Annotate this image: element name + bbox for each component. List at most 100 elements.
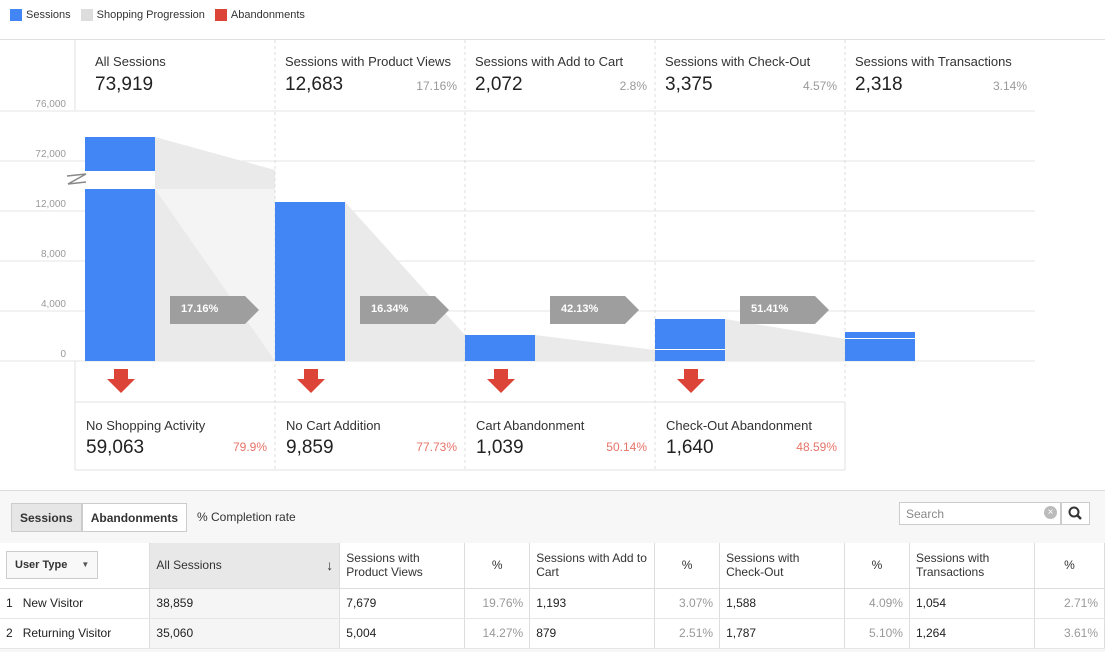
table-cell: 35,060 [149,618,341,649]
abandon-checkout[interactable]: Check-Out Abandonment 1,640 48.59% [656,402,845,471]
stage-value: 2,072 [475,74,523,95]
table-section: Sessions Abandonments % Completion rate … [0,490,1105,652]
column-borders [74,40,846,471]
col-pct[interactable]: % [844,543,910,589]
legend-label: Sessions [26,9,71,21]
table-cell: 3.61% [1034,618,1105,649]
stage-pct: 17.16% [416,79,457,93]
table-cell: 1,193 [529,588,656,619]
table-cell: 1,588 [719,588,845,619]
stage-all-sessions[interactable]: All Sessions 73,919 [75,40,275,111]
user-type-value: Returning Visitor [22,626,112,640]
col-add-to-cart[interactable]: Sessions with Add to Cart [529,543,656,589]
progress-arrow [170,296,259,324]
abandon-pct: 79.9% [232,440,267,454]
abandon-no-cart[interactable]: No Cart Addition 9,859 77.73% [276,402,465,471]
abandon-label: Check-Out Abandonment [666,418,812,433]
col-pct[interactable]: % [464,543,531,589]
abandon-label: No Cart Addition [286,418,381,433]
stage-transactions[interactable]: Sessions with Transactions 2,318 3.14% [835,40,1035,111]
table-cell: 14.27% [464,618,531,649]
table-cell: 19.76% [464,588,531,619]
divider [0,39,1105,40]
table-cell: 7,679 [339,588,466,619]
legend-item-shopping-progression[interactable]: Shopping Progression [80,9,205,21]
col-pct[interactable]: % [654,543,721,589]
table-cell: 2.51% [654,618,721,649]
data-table: User Type ▼ All Sessions ↓ Sessions with… [0,543,1105,649]
completion-rate-link[interactable]: % Completion rate [197,510,296,524]
y-tick-label: 72,000 [35,149,66,160]
progress-arrow [740,296,829,324]
abandon-pct: 50.14% [606,440,647,454]
user-type-dropdown[interactable]: User Type ▼ [6,551,99,580]
abandon-value: 9,859 [286,437,334,458]
abandon-arrows [107,369,705,393]
table-cell: 5,004 [339,618,466,649]
abandon-value: 1,640 [666,437,714,458]
abandon-value: 59,063 [86,437,145,458]
bar-add-to-cart[interactable] [465,335,535,361]
stage-label: All Sessions [95,54,166,69]
abandon-cart[interactable]: Cart Abandonment 1,039 50.14% [466,402,655,471]
table-cell: 3.07% [654,588,721,619]
axis-break-icon [66,173,87,185]
col-pct[interactable]: % [1034,543,1105,589]
sessions-swatch [10,9,22,21]
abandon-pct: 48.59% [796,440,837,454]
legend-item-sessions[interactable]: Sessions [10,9,71,21]
abandonments-swatch [214,9,227,21]
legend-label: Abandonments [230,9,305,21]
search-button[interactable] [1061,502,1090,525]
row-index: 2 [6,626,13,640]
table-cell: 879 [529,618,656,649]
progression-shape [725,319,845,361]
abandonments-tab-button[interactable]: Abandonments [81,503,188,532]
stage-value: 2,318 [855,74,903,95]
table-header-row: User Type ▼ All Sessions ↓ Sessions with… [0,543,1105,589]
table-row[interactable]: 2 Returning Visitor 35,060 5,004 14.27% … [0,618,1105,649]
user-type-label: User Type [15,559,68,572]
bar-transactions[interactable] [845,332,915,361]
user-type-value: New Visitor [22,596,84,610]
stage-label: Sessions with Add to Cart [475,54,624,69]
table-row[interactable]: 1 New Visitor 38,859 7,679 19.76% 1,193 … [0,588,1105,619]
progress-arrow [550,296,639,324]
clear-icon[interactable]: × [1044,506,1057,519]
stage-value: 3,375 [665,74,713,95]
abandon-label: Cart Abandonment [476,418,585,433]
stage-pct: 2.8% [619,79,647,93]
col-product-views[interactable]: Sessions with Product Views [339,543,466,589]
progress-arrow [360,296,449,324]
abandon-pct: 77.73% [416,440,457,454]
funnel-chart [0,40,1035,471]
stage-add-to-cart[interactable]: Sessions with Add to Cart 2,072 2.8% [455,40,655,111]
col-all-sessions[interactable]: All Sessions ↓ [149,543,341,589]
table-cell: 1,787 [719,618,845,649]
stage-product-views[interactable]: Sessions with Product Views 12,683 17.16… [265,40,465,111]
stage-check-out[interactable]: Sessions with Check-Out 3,375 4.57% [645,40,845,111]
sessions-tab-button[interactable]: Sessions [11,503,82,532]
bar-all-sessions-top[interactable] [85,137,155,171]
bar-product-views[interactable] [275,202,345,361]
user-type-cell[interactable]: 2 Returning Visitor [0,618,151,649]
abandon-no-shopping[interactable]: No Shopping Activity 59,063 79.9% [76,402,275,471]
y-tick-label: 8,000 [40,249,66,260]
legend-item-abandonments[interactable]: Abandonments [214,9,305,21]
y-tick-label: 12,000 [35,199,66,210]
col-check-out[interactable]: Sessions with Check-Out [719,543,845,589]
table-cell: 2.71% [1034,588,1105,619]
y-tick-label: 4,000 [40,299,66,310]
search-input[interactable]: Search [899,502,1061,525]
user-type-cell[interactable]: 1 New Visitor [0,588,151,619]
bar-check-out[interactable] [655,319,725,361]
legend-label: Shopping Progression [96,9,205,21]
stage-label: Sessions with Transactions [855,54,1012,69]
abandon-arrow-icon [487,369,515,393]
col-label: All Sessions [156,558,222,573]
bar-split-line [845,338,915,339]
bar-all-sessions[interactable] [85,189,155,361]
progress-arrow-label: 51.41% [751,303,789,315]
progression-swatch [80,9,93,21]
col-transactions[interactable]: Sessions with Transactions [909,543,1035,589]
